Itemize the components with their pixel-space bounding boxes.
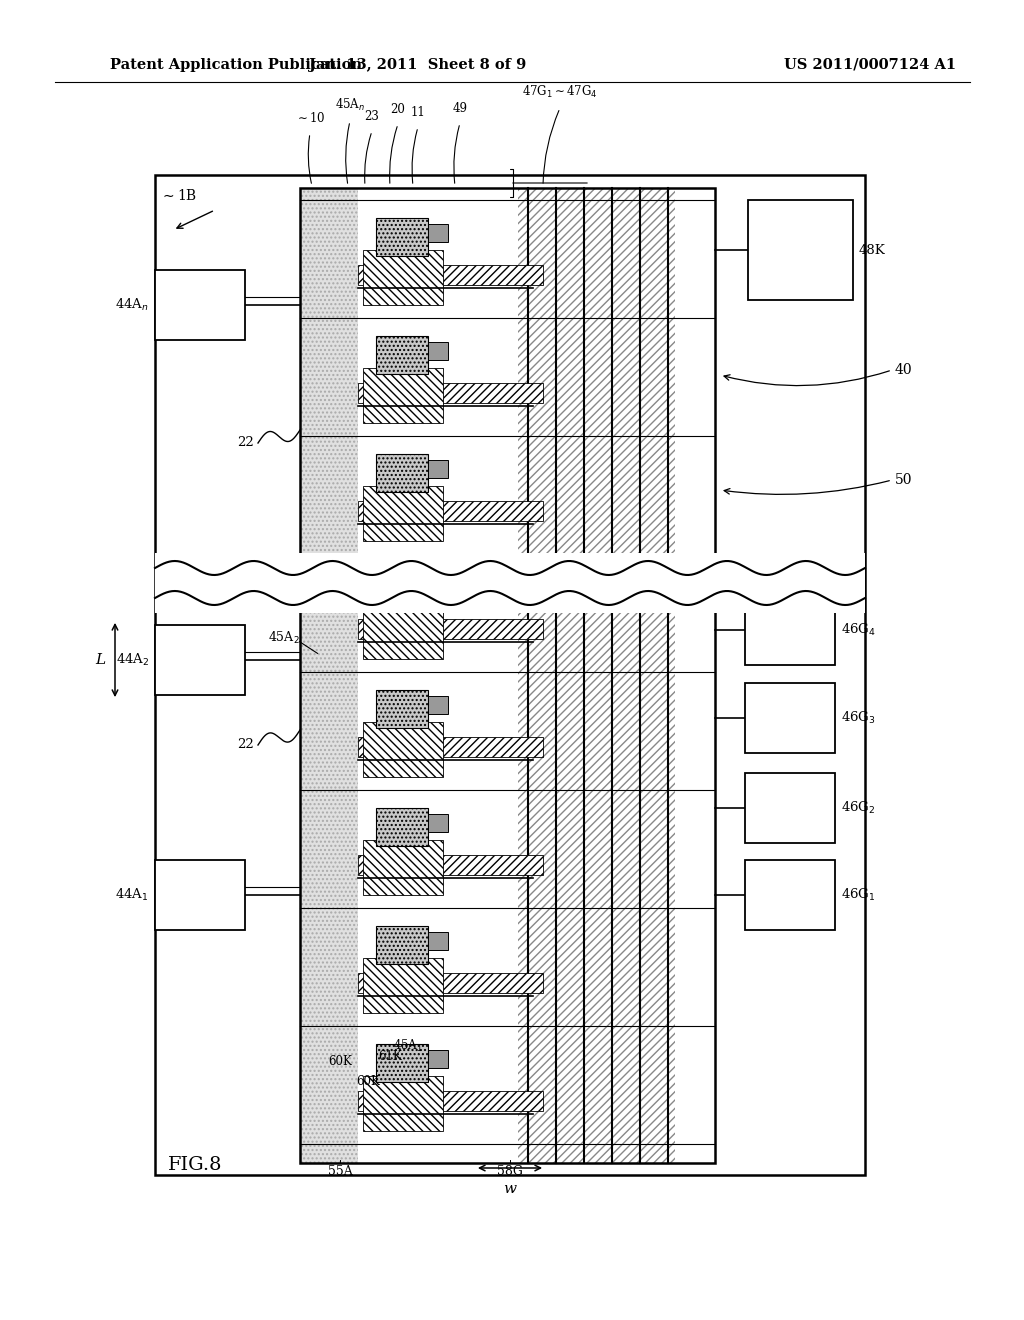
Text: 50: 50 [895, 473, 912, 487]
Text: 45A$_2$: 45A$_2$ [268, 630, 300, 645]
Bar [376, 1044, 428, 1082]
Bar [745, 861, 835, 931]
Text: 46G$_1$: 46G$_1$ [841, 887, 876, 903]
Bar [362, 958, 443, 1012]
Text: 46G$_3$: 46G$_3$ [841, 710, 876, 726]
Bar [358, 973, 543, 993]
Bar [376, 454, 428, 492]
Bar [358, 855, 543, 875]
Bar [155, 861, 245, 931]
Bar [362, 368, 443, 422]
Text: 23: 23 [365, 110, 380, 123]
Text: Patent Application Publication: Patent Application Publication [110, 58, 362, 73]
Bar [428, 932, 449, 950]
Text: 46G$_2$: 46G$_2$ [841, 800, 876, 816]
Bar [155, 176, 865, 1175]
Bar [748, 201, 853, 300]
Bar [155, 553, 865, 612]
Bar [376, 218, 428, 256]
Text: 40: 40 [895, 363, 912, 378]
Bar [358, 1092, 543, 1111]
Bar [300, 187, 358, 1163]
Bar [358, 187, 518, 1163]
Text: FIG.8: FIG.8 [168, 1156, 222, 1173]
Text: 22: 22 [238, 738, 254, 751]
Bar [362, 1076, 443, 1131]
Text: 55A: 55A [328, 1166, 352, 1177]
Text: 44A$_1$: 44A$_1$ [116, 887, 150, 903]
Bar [362, 605, 443, 659]
Text: 48K: 48K [858, 243, 886, 256]
Text: 46G$_4$: 46G$_4$ [841, 622, 876, 638]
Bar [745, 595, 835, 665]
Bar [518, 187, 675, 1163]
Bar [376, 808, 428, 846]
Bar [362, 249, 443, 305]
Bar [745, 682, 835, 752]
Text: US 2011/0007124 A1: US 2011/0007124 A1 [784, 58, 956, 73]
Text: 60K: 60K [328, 1055, 352, 1068]
Text: 45A$_1$: 45A$_1$ [393, 1038, 423, 1055]
Bar [376, 572, 428, 610]
Bar [745, 774, 835, 843]
Bar [362, 840, 443, 895]
Bar [358, 502, 543, 521]
Text: 60K: 60K [356, 1074, 380, 1088]
Bar [358, 383, 543, 403]
Bar [428, 814, 449, 832]
Text: 44A$_2$: 44A$_2$ [116, 652, 150, 668]
Text: $\sim$10: $\sim$10 [295, 111, 326, 125]
Text: 49: 49 [453, 102, 468, 115]
Bar [376, 927, 428, 964]
Text: Jan. 13, 2011  Sheet 8 of 9: Jan. 13, 2011 Sheet 8 of 9 [309, 58, 526, 73]
Bar [428, 342, 449, 360]
Text: w: w [504, 1181, 516, 1196]
Bar [155, 271, 245, 341]
Bar [362, 486, 443, 541]
Bar [428, 459, 449, 478]
Bar [300, 187, 715, 1163]
Bar [376, 690, 428, 729]
Bar [428, 1049, 449, 1068]
Text: 44A$_n$: 44A$_n$ [116, 297, 150, 313]
Bar [428, 578, 449, 597]
Bar [428, 224, 449, 242]
Text: $\sim$1B: $\sim$1B [160, 187, 197, 203]
Bar [362, 722, 443, 777]
Bar [428, 696, 449, 714]
Bar [376, 337, 428, 374]
Bar [358, 265, 543, 285]
Text: 47G$_1$$\sim$47G$_4$: 47G$_1$$\sim$47G$_4$ [522, 84, 598, 100]
Text: 58G: 58G [497, 1166, 523, 1177]
Text: L: L [95, 653, 105, 667]
Bar [155, 624, 245, 696]
Bar [518, 187, 715, 1163]
Text: 20: 20 [390, 103, 406, 116]
Text: 22: 22 [238, 437, 254, 450]
Text: 11: 11 [411, 106, 425, 119]
Bar [358, 737, 543, 756]
Bar [358, 619, 543, 639]
Text: 61K: 61K [378, 1049, 401, 1063]
Text: 45A$_n$: 45A$_n$ [335, 96, 366, 114]
